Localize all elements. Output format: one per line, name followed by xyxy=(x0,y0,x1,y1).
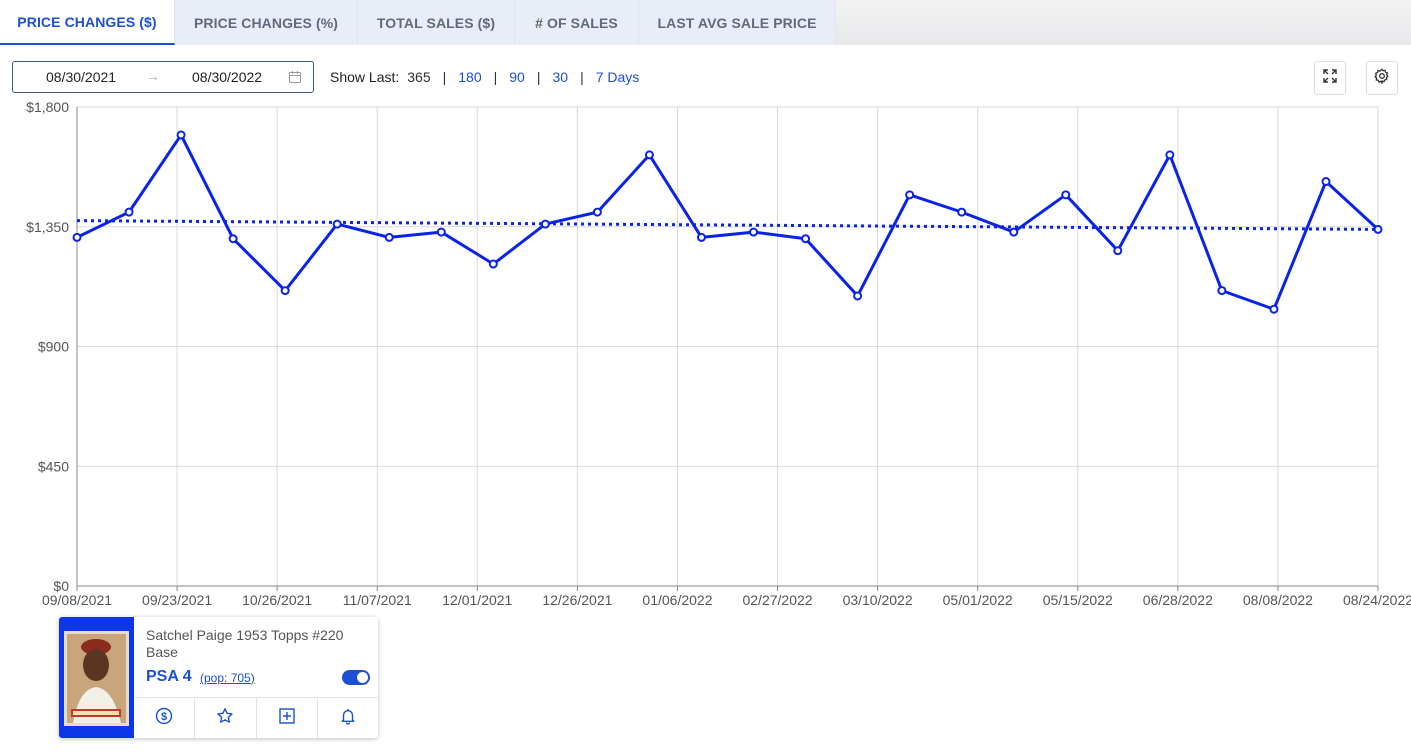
separator: | xyxy=(536,69,541,85)
data-point xyxy=(853,291,863,301)
settings-button[interactable] xyxy=(1366,61,1398,95)
chart-axes: $0 $450 $900 $1,350 $1,800 09/08/2021 09/23/20… xyxy=(26,99,1411,608)
data-point xyxy=(124,207,134,217)
card-actions: $ xyxy=(134,697,378,738)
chart-tabs: PRICE CHANGES ($) PRICE CHANGES (%) TOTA… xyxy=(0,0,1411,45)
price-alert-button[interactable] xyxy=(318,698,378,738)
data-point xyxy=(801,234,811,244)
favorite-button[interactable] xyxy=(195,698,257,738)
data-point xyxy=(228,234,238,244)
x-tick-label: 03/10/2022 xyxy=(843,592,913,608)
chart-visibility-toggle[interactable] xyxy=(342,670,370,685)
start-date-input[interactable]: 08/30/2021 xyxy=(46,69,117,85)
data-point xyxy=(592,207,602,217)
tab-total-sales[interactable]: TOTAL SALES ($) xyxy=(358,0,515,45)
y-tick-label: $900 xyxy=(38,339,69,355)
x-tick-label: 08/08/2022 xyxy=(1243,592,1313,608)
data-point xyxy=(696,232,706,242)
tab-last-avg-sale-price[interactable]: LAST AVG SALE PRICE xyxy=(639,0,836,45)
add-to-collection-button[interactable] xyxy=(257,698,318,738)
star-icon xyxy=(216,707,234,730)
show-last-180[interactable]: 180 xyxy=(458,69,482,85)
add-box-icon xyxy=(278,707,296,730)
date-range-picker[interactable]: 08/30/2021 → 08/30/2022 xyxy=(12,61,314,93)
expand-icon xyxy=(1323,68,1337,88)
x-tick-label: 05/15/2022 xyxy=(1043,592,1113,608)
chart-grid xyxy=(76,106,1379,587)
data-point xyxy=(332,219,342,229)
data-point xyxy=(72,232,82,242)
data-point xyxy=(644,150,654,160)
data-point xyxy=(384,232,394,242)
data-point xyxy=(1269,304,1279,314)
card-thumbnail[interactable] xyxy=(59,617,134,738)
x-tick-label: 09/08/2021 xyxy=(42,592,112,608)
data-point xyxy=(488,259,498,269)
separator: | xyxy=(580,69,584,85)
show-last-label: Show Last: xyxy=(330,69,400,85)
y-tick-label: $1,350 xyxy=(26,219,69,235)
x-tick-label: 11/07/2021 xyxy=(343,592,412,608)
x-tick-label: 01/06/2022 xyxy=(642,592,712,608)
data-point xyxy=(1009,227,1019,237)
data-point xyxy=(1217,286,1227,296)
data-point xyxy=(1321,177,1331,187)
show-last-90[interactable]: 90 xyxy=(509,69,525,85)
x-tick-label: 06/28/2022 xyxy=(1143,592,1213,608)
show-last-365[interactable]: 365 xyxy=(407,69,431,85)
x-tick-label: 12/26/2021 xyxy=(542,592,612,608)
show-last-selector: Show Last: 365 | 180 | 90 | 30 | 7 Days xyxy=(330,69,639,85)
y-tick-label: $1,800 xyxy=(26,99,69,115)
population-link[interactable]: (pop: 705) xyxy=(200,671,255,685)
card-title[interactable]: Satchel Paige 1953 Topps #220 Base xyxy=(146,627,344,660)
tab-number-of-sales[interactable]: # OF SALES xyxy=(515,0,639,45)
x-tick-label: 09/23/2021 xyxy=(142,592,212,608)
range-arrow: → xyxy=(146,68,160,84)
trend-line xyxy=(76,219,1379,231)
price-line xyxy=(76,133,1380,311)
dollar-icon: $ xyxy=(155,707,173,730)
data-point xyxy=(749,227,759,237)
data-point xyxy=(1165,150,1175,160)
card-grade: PSA 4 xyxy=(146,668,192,685)
x-tick-label: 05/01/2022 xyxy=(943,592,1013,608)
fullscreen-button[interactable] xyxy=(1314,61,1346,95)
y-tick-label: $0 xyxy=(53,578,69,594)
separator: | xyxy=(442,69,447,85)
x-tick-label: 02/27/2022 xyxy=(742,592,812,608)
end-date-input[interactable]: 08/30/2022 xyxy=(192,69,263,85)
data-point xyxy=(1113,246,1123,256)
x-tick-label: 12/01/2021 xyxy=(442,592,512,608)
separator: | xyxy=(493,69,498,85)
y-tick-label: $450 xyxy=(38,458,69,474)
show-last-30[interactable]: 30 xyxy=(552,69,569,85)
data-point xyxy=(1373,224,1383,234)
price-chart: $0 $450 $900 $1,350 $1,800 09/08/2021 09/23/20… xyxy=(26,99,1411,608)
card-summary: Satchel Paige 1953 Topps #220 Base PSA 4… xyxy=(59,617,378,738)
data-point xyxy=(1061,190,1071,200)
data-point xyxy=(540,219,550,229)
data-point xyxy=(957,207,967,217)
x-tick-label: 08/24/2022 xyxy=(1343,592,1411,608)
price-action-button[interactable]: $ xyxy=(134,698,196,738)
x-tick-label: 10/26/2021 xyxy=(242,592,312,608)
tabs-background xyxy=(836,0,1411,45)
chart-series xyxy=(72,130,1383,314)
tab-price-changes-percent[interactable]: PRICE CHANGES (%) xyxy=(175,0,358,45)
show-last-7-days[interactable]: 7 Days xyxy=(595,69,640,85)
data-point xyxy=(176,130,186,140)
data-point xyxy=(280,286,290,296)
data-point xyxy=(905,190,915,200)
calendar-icon[interactable] xyxy=(288,70,302,87)
svg-text:$: $ xyxy=(161,711,167,723)
tab-price-changes-dollar[interactable]: PRICE CHANGES ($) xyxy=(0,0,175,45)
data-point xyxy=(436,227,446,237)
gear-icon xyxy=(1374,67,1390,89)
bell-icon xyxy=(339,707,357,730)
